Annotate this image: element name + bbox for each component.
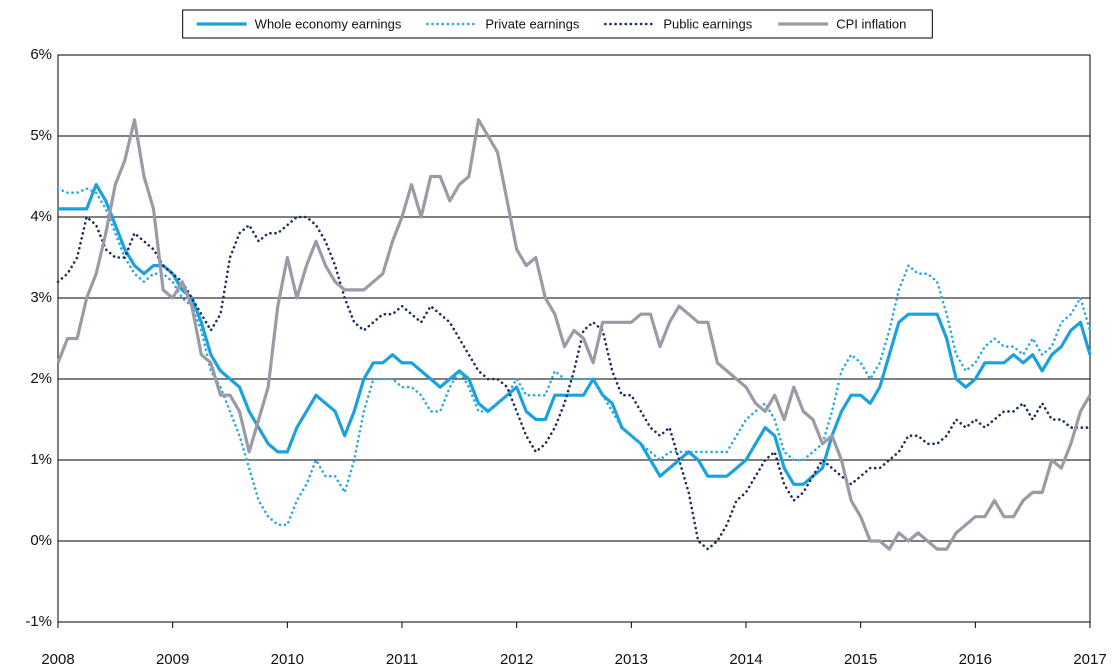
- x-tick-label: 2015: [844, 651, 877, 668]
- legend-label: Whole economy earnings: [255, 16, 402, 31]
- series-line: [58, 183, 1092, 486]
- y-tick-label: 2%: [30, 370, 52, 387]
- x-tick-label: 2016: [959, 651, 992, 668]
- legend-label: CPI inflation: [836, 16, 906, 31]
- y-tick-label: 5%: [30, 127, 52, 144]
- y-tick-label: 4%: [30, 208, 52, 225]
- y-tick-label: 3%: [30, 289, 52, 306]
- x-tick-label: 2008: [41, 651, 74, 668]
- y-tick-label: 6%: [30, 46, 52, 63]
- x-tick-label: 2009: [156, 651, 189, 668]
- y-tick-label: -1%: [25, 613, 52, 630]
- x-tick-label: 2011: [386, 651, 418, 668]
- x-tick-label: 2017: [1073, 651, 1106, 668]
- x-tick-label: 2012: [500, 651, 533, 668]
- legend: Whole economy earnings Private earnings Pu…: [182, 9, 933, 39]
- series-line: [56, 214, 1092, 551]
- y-tick-label: 0%: [30, 532, 52, 549]
- series-line: [56, 118, 1092, 551]
- x-tick-label: 2014: [729, 651, 762, 668]
- x-tick-label: 2013: [615, 651, 648, 668]
- plot-frame: [57, 54, 1091, 623]
- series-line: [56, 187, 1092, 527]
- legend-label: Private earnings: [485, 16, 579, 31]
- legend-label: Public earnings: [663, 16, 752, 31]
- x-tick-label: 2010: [271, 651, 304, 668]
- y-tick-label: 1%: [30, 451, 52, 468]
